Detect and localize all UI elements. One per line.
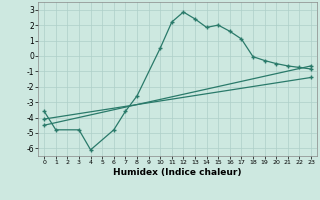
X-axis label: Humidex (Indice chaleur): Humidex (Indice chaleur) xyxy=(113,168,242,177)
